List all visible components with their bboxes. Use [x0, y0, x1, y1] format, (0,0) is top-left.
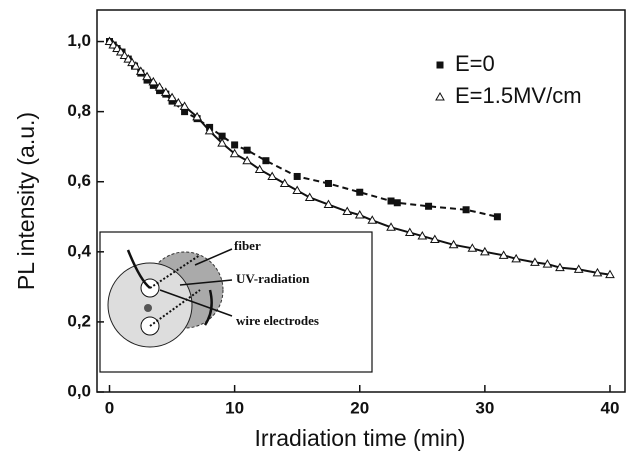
- marker: [367, 215, 378, 224]
- marker: [204, 125, 215, 135]
- x-tick-label: 20: [350, 398, 369, 417]
- marker: [417, 231, 428, 240]
- marker: [229, 148, 240, 158]
- marker: [267, 171, 278, 180]
- marker: [143, 76, 151, 84]
- dotted-line: [149, 254, 201, 327]
- marker: [127, 57, 137, 67]
- marker: [168, 97, 176, 105]
- plot-frame: [96, 9, 626, 393]
- marker: [462, 206, 470, 214]
- marker: [498, 250, 509, 259]
- marker: [181, 108, 189, 116]
- marker: [149, 81, 157, 89]
- marker: [104, 36, 115, 46]
- marker: [154, 82, 165, 91]
- marker: [173, 97, 184, 107]
- marker: [135, 66, 146, 75]
- legend-label: E=0: [455, 51, 495, 76]
- x-tick-label: 0: [105, 398, 114, 417]
- y-tick-label: 0,2: [67, 311, 91, 330]
- y-tick-label: 0,6: [67, 171, 91, 190]
- legend-marker: [436, 61, 444, 69]
- marker: [115, 47, 126, 56]
- marker: [356, 188, 364, 196]
- marker: [448, 239, 459, 249]
- marker: [573, 264, 584, 273]
- center: [144, 304, 152, 312]
- marker: [243, 146, 251, 154]
- marker: [279, 178, 290, 187]
- inset-label: fiber: [234, 238, 261, 253]
- marker: [108, 40, 119, 49]
- inset: fiber UV-radiation wire electrodes: [99, 231, 373, 373]
- marker: [404, 227, 415, 237]
- marker: [342, 206, 353, 216]
- marker: [292, 185, 303, 194]
- marker: [112, 43, 122, 53]
- marker: [386, 222, 396, 231]
- marker: [119, 50, 130, 60]
- marker: [242, 155, 253, 165]
- marker: [304, 192, 315, 201]
- legend-label: E=1.5MV/cm: [455, 83, 582, 108]
- legend-marker: [435, 91, 445, 101]
- marker: [387, 197, 395, 205]
- marker: [148, 76, 159, 86]
- marker: [429, 234, 440, 244]
- marker: [293, 172, 301, 180]
- marker: [555, 262, 565, 272]
- marker: [324, 179, 332, 187]
- inset-label: wire electrodes: [236, 313, 319, 328]
- marker: [511, 253, 522, 263]
- pointer: [159, 248, 233, 317]
- marker: [354, 210, 365, 219]
- marker: [142, 71, 152, 81]
- marker: [605, 269, 615, 279]
- marker: [323, 199, 334, 209]
- marker: [130, 61, 141, 70]
- y-tick-label: 0,4: [67, 241, 91, 260]
- inset-label: UV-radiation: [236, 271, 310, 286]
- marker: [493, 213, 501, 221]
- x-tick-label: 30: [475, 398, 494, 417]
- marker: [179, 101, 190, 110]
- marker: [167, 92, 177, 102]
- marker: [542, 259, 553, 268]
- marker: [467, 243, 478, 252]
- marker: [393, 199, 401, 207]
- marker: [530, 257, 540, 266]
- marker: [262, 157, 270, 165]
- marker: [218, 132, 226, 140]
- marker: [425, 202, 433, 210]
- marker: [254, 164, 265, 173]
- y-tick-label: 1,0: [67, 31, 91, 50]
- marker: [231, 141, 239, 149]
- marker: [217, 138, 227, 147]
- marker: [156, 87, 164, 95]
- y-tick-label: 0,8: [67, 101, 91, 120]
- y-tick-label: 0,0: [67, 381, 91, 400]
- marker: [592, 267, 603, 277]
- y-axis-label: PL intensity (a.u.): [13, 112, 39, 290]
- x-axis-label: Irradiation time (min): [255, 425, 466, 451]
- marker: [480, 246, 490, 256]
- marker: [192, 111, 202, 121]
- x-tick-label: 10: [225, 398, 244, 417]
- marker: [160, 87, 171, 96]
- marker: [123, 54, 134, 63]
- x-tick-label: 40: [601, 398, 620, 417]
